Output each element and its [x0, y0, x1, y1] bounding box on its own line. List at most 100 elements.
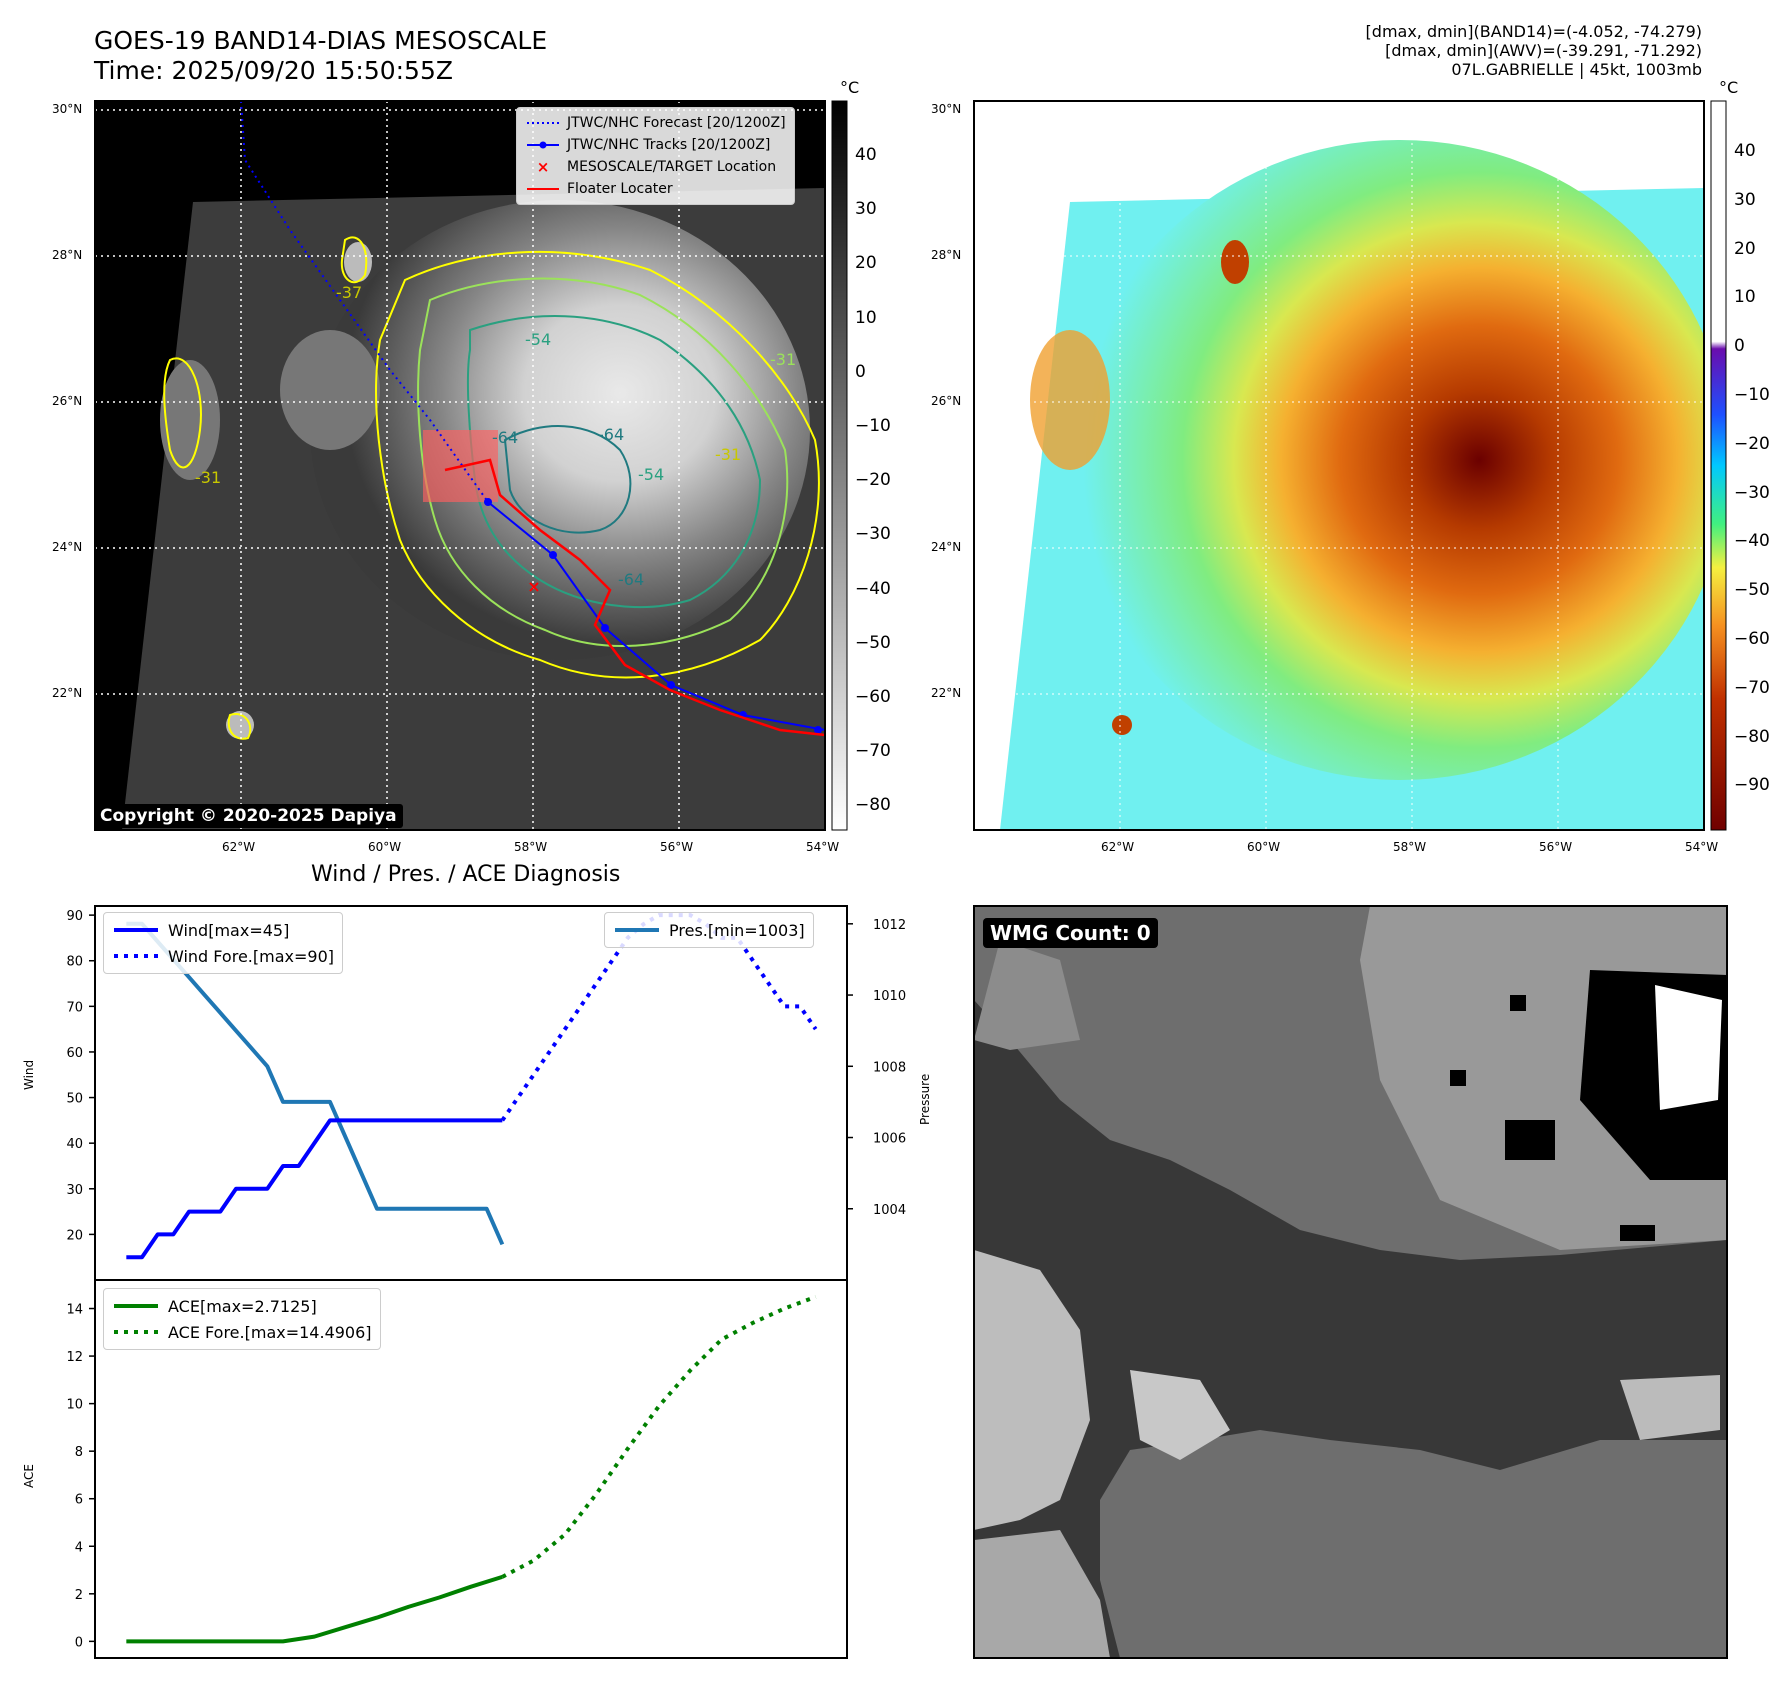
ace-ytick-label: 10	[66, 1398, 83, 1413]
colorbar-tick-label: 10	[855, 307, 877, 328]
best-track	[487, 501, 825, 731]
legend-wind-forecast-label: Wind Fore.[max=90]	[168, 946, 334, 966]
lat-label-24n: 24°N	[52, 540, 83, 554]
colorbar-tick-label: −20	[855, 470, 891, 491]
lon2-label-58w: 58°W	[1393, 840, 1427, 854]
ace-ytick-label: 0	[75, 1635, 83, 1650]
legend-forecast-label: JTWC/NHC Forecast [20/1200Z]	[567, 115, 786, 131]
ace-ytick-label: 8	[75, 1445, 83, 1460]
lon-label-54w: 54°W	[806, 840, 840, 854]
contour-label: -31	[195, 468, 222, 487]
pressure-ytick-label: 1006	[873, 1132, 906, 1147]
colorbar2-tick-label: 0	[1734, 336, 1745, 357]
wind-ytick-label: 50	[66, 1092, 83, 1107]
legend-target-label: MESOSCALE/TARGET Location	[567, 159, 777, 175]
colorbar-unit: °C	[840, 78, 860, 97]
colorbar2-tick-label: 30	[1734, 189, 1756, 210]
colorbar-tick-label: 20	[855, 253, 877, 274]
colorbar-tick-label: −40	[855, 578, 891, 599]
colorbar-tick-label: −60	[855, 687, 891, 707]
band14-map: ×	[95, 101, 825, 830]
colorbar2-tick-label: −40	[1734, 531, 1770, 552]
legend-ace-icon	[114, 1304, 158, 1308]
legend-ace-forecast: ACE Fore.[max=14.4906]	[112, 1319, 372, 1345]
pressure-legend: Pres.[min=1003]	[604, 912, 814, 948]
svg-text:×: ×	[537, 160, 550, 174]
lon-label-60w: 60°W	[368, 840, 402, 854]
colorbar2-tick-label: −70	[1734, 677, 1770, 698]
colorbar2-tick-label: 20	[1734, 238, 1756, 259]
copyright-badge: Copyright © 2020-2025 Dapiya	[94, 804, 403, 828]
lon2-label-56w: 56°W	[1539, 840, 1573, 854]
lat-label-26n: 26°N	[52, 394, 83, 408]
pressure-ytick-label: 1008	[873, 1060, 906, 1075]
colorbar-tick-label: 0	[855, 361, 866, 382]
wind-ytick-label: 70	[66, 1000, 83, 1015]
legend-floater-label: Floater Locater	[567, 181, 673, 197]
figure-title: GOES-19 BAND14-DIAS MESOSCALE Time: 2025…	[94, 26, 547, 86]
legend-wind-label: Wind[max=45]	[168, 920, 290, 940]
colorbar-tick-label: −10	[855, 416, 891, 436]
wind-legend: Wind[max=45] Wind Fore.[max=90]	[103, 912, 343, 974]
legend-wind-icon	[114, 928, 158, 932]
legend-ace-label: ACE[max=2.7125]	[168, 1296, 317, 1316]
lon-label-62w: 62°W	[222, 840, 256, 854]
colorbar2-unit: °C	[1719, 78, 1739, 97]
lat2-label-28n: 28°N	[931, 248, 962, 262]
contour-label: -64	[598, 425, 625, 444]
ace-ytick-label: 4	[75, 1540, 83, 1555]
ace-ytick-label: 12	[66, 1350, 83, 1365]
target-marker: ×	[527, 577, 540, 596]
colorbar2-tick-label: −60	[1734, 629, 1770, 649]
legend-ace-forecast-label: ACE Fore.[max=14.4906]	[168, 1322, 372, 1342]
wind-ytick-label: 20	[66, 1228, 83, 1243]
ace-legend: ACE[max=2.7125] ACE Fore.[max=14.4906]	[103, 1288, 381, 1350]
colorbar-tick-label: −50	[855, 632, 891, 653]
ace-ytick-label: 14	[66, 1303, 83, 1318]
ace-ytick-label: 6	[75, 1493, 83, 1508]
legend-ace: ACE[max=2.7125]	[112, 1293, 372, 1319]
legend-pressure-icon	[615, 928, 659, 932]
band14-stats: [dmax, dmin](BAND14)=(-4.052, -74.279)	[1365, 22, 1702, 41]
title-line-1: GOES-19 BAND14-DIAS MESOSCALE	[94, 26, 548, 55]
ace-forecast-line	[501, 1294, 817, 1579]
contour-label: -64	[492, 428, 519, 447]
colorbar2-tick-label: 40	[1734, 141, 1756, 161]
wmg-count-badge: WMG Count: 0	[983, 918, 1158, 948]
legend-target: × MESOSCALE/TARGET Location	[525, 156, 786, 178]
awv-stats: [dmax, dmin](AWV)=(-39.291, -71.292)	[1385, 41, 1702, 60]
lon2-label-60w: 60°W	[1247, 840, 1281, 854]
forecast-track	[240, 101, 489, 503]
awv-map	[974, 101, 1704, 830]
colorbar2-tick-label: 10	[1734, 287, 1756, 308]
colorbar2-tick-label: −90	[1734, 775, 1770, 796]
pressure-line	[126, 921, 505, 1246]
colorbar-gray	[831, 100, 848, 831]
lat-label-28n: 28°N	[52, 248, 83, 262]
floater-track	[444, 458, 825, 737]
contour-label: -37	[336, 283, 363, 302]
wind-axis-label: Wind	[22, 1059, 36, 1090]
legend-floater: Floater Locater	[525, 178, 786, 200]
contour-label: -54	[525, 330, 552, 349]
lon2-label-54w: 54°W	[1685, 840, 1719, 854]
pressure-ytick-label: 1010	[873, 989, 906, 1004]
stats-block: [dmax, dmin](BAND14)=(-4.052, -74.279) […	[1366, 22, 1702, 79]
lon-label-56w: 56°W	[660, 840, 694, 854]
map-legend: JTWC/NHC Forecast [20/1200Z] JTWC/NHC Tr…	[516, 107, 795, 205]
legend-tracks: JTWC/NHC Tracks [20/1200Z]	[525, 134, 786, 156]
contour-label: -64	[618, 570, 645, 589]
legend-pressure-label: Pres.[min=1003]	[669, 920, 805, 940]
legend-wind: Wind[max=45]	[112, 917, 334, 943]
colorbar2-tick-label: −50	[1734, 580, 1770, 601]
legend-floater-icon	[527, 188, 559, 190]
lat-label-30n: 30°N	[52, 102, 83, 116]
pressure-ytick-label: 1012	[873, 918, 906, 933]
legend-wind-forecast: Wind Fore.[max=90]	[112, 943, 334, 969]
legend-forecast: JTWC/NHC Forecast [20/1200Z]	[525, 112, 786, 134]
colorbar-tick-label: −70	[855, 741, 891, 762]
lat2-label-30n: 30°N	[931, 102, 962, 116]
legend-forecast-icon	[527, 122, 559, 124]
lon2-label-62w: 62°W	[1101, 840, 1135, 854]
